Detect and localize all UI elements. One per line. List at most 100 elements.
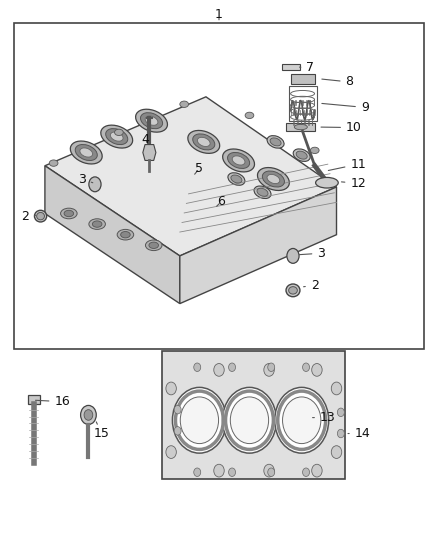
Text: 13: 13 [313,411,336,424]
Bar [286,123,315,131]
Bar [28,395,40,405]
Circle shape [303,468,310,477]
Circle shape [275,387,328,453]
Circle shape [230,397,268,443]
Ellipse shape [254,186,271,198]
Ellipse shape [120,231,130,238]
Ellipse shape [145,116,158,125]
Circle shape [84,410,93,420]
Circle shape [268,468,275,477]
Text: 7: 7 [300,61,314,74]
Ellipse shape [258,167,290,190]
Text: 10: 10 [321,121,362,134]
Circle shape [166,446,177,458]
Circle shape [180,397,219,443]
Ellipse shape [106,128,128,144]
Circle shape [223,387,276,453]
Ellipse shape [262,171,284,187]
Text: 5: 5 [194,162,203,175]
Text: 3: 3 [299,247,325,260]
Ellipse shape [232,156,245,165]
Ellipse shape [296,151,307,159]
Circle shape [264,464,274,477]
Ellipse shape [193,134,215,150]
Circle shape [331,382,342,395]
Ellipse shape [286,284,300,297]
Ellipse shape [71,141,102,164]
Text: 16: 16 [35,395,70,408]
Text: 14: 14 [348,427,371,440]
Ellipse shape [110,132,123,141]
Polygon shape [45,166,180,304]
Ellipse shape [267,135,284,148]
Circle shape [194,468,201,477]
Ellipse shape [245,112,254,118]
Ellipse shape [231,175,242,183]
Circle shape [337,429,344,438]
Ellipse shape [294,124,307,130]
Circle shape [81,406,96,424]
Polygon shape [143,144,156,160]
Ellipse shape [64,211,74,216]
Text: 1: 1 [215,8,223,21]
Ellipse shape [223,149,254,172]
Ellipse shape [75,144,97,160]
Text: 15: 15 [94,422,110,440]
Text: 4: 4 [141,133,149,146]
Ellipse shape [188,131,220,154]
Circle shape [283,397,321,443]
Circle shape [174,406,181,414]
Ellipse shape [60,208,77,219]
Text: 9: 9 [322,101,369,114]
Bar [289,86,317,120]
Ellipse shape [49,160,58,166]
Ellipse shape [37,213,45,220]
Bar [14,22,424,349]
Circle shape [173,387,226,453]
Ellipse shape [92,221,102,227]
Ellipse shape [311,147,319,154]
Circle shape [303,363,310,372]
Circle shape [312,464,322,477]
Text: 2: 2 [21,209,35,223]
Ellipse shape [180,101,188,108]
Ellipse shape [141,112,162,128]
Text: 6: 6 [217,195,225,208]
Circle shape [264,364,274,376]
Text: 3: 3 [78,173,93,185]
Circle shape [312,364,322,376]
Text: 2: 2 [304,279,319,292]
Circle shape [229,468,236,477]
Ellipse shape [145,240,162,251]
Text: 12: 12 [342,177,366,190]
Circle shape [331,446,342,458]
Ellipse shape [316,177,338,188]
Ellipse shape [136,109,167,132]
Bar [282,64,300,70]
Ellipse shape [117,229,134,240]
Circle shape [174,426,181,435]
Bar [162,351,345,479]
Circle shape [337,408,344,417]
Ellipse shape [270,138,281,146]
Ellipse shape [198,138,210,147]
Text: 11: 11 [328,158,366,171]
Circle shape [89,177,101,192]
Circle shape [214,464,224,477]
Ellipse shape [293,149,310,161]
Ellipse shape [257,188,268,196]
Ellipse shape [228,173,245,185]
Ellipse shape [35,211,47,222]
Circle shape [166,382,177,395]
Circle shape [268,363,275,372]
Polygon shape [180,187,336,304]
Circle shape [194,363,201,372]
Ellipse shape [149,242,159,248]
Polygon shape [45,97,336,256]
Text: 8: 8 [322,76,353,88]
Ellipse shape [80,148,92,157]
Ellipse shape [267,174,280,183]
Ellipse shape [89,219,106,229]
Circle shape [229,363,236,372]
Ellipse shape [115,129,123,135]
